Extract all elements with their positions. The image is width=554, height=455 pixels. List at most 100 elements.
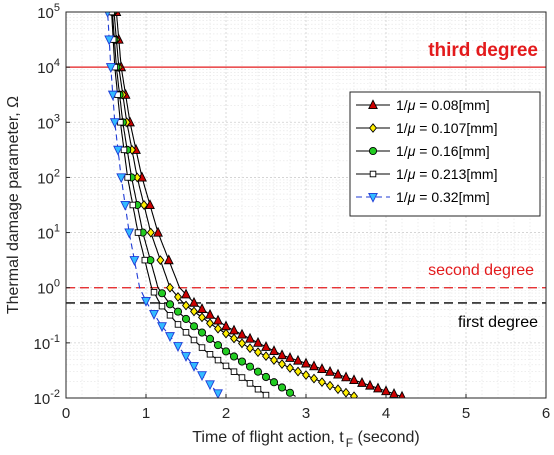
series-1-point <box>341 371 351 382</box>
series-3-point <box>197 328 207 337</box>
series-4-point <box>120 146 128 154</box>
threshold-label-second-degree: second degree <box>428 262 534 279</box>
series-1-point <box>389 388 399 398</box>
series-5-point <box>124 228 135 239</box>
series-2-point <box>198 312 206 323</box>
series-3-point <box>269 378 279 387</box>
series-3-point <box>277 383 287 392</box>
series-2-point <box>214 323 222 334</box>
series-5-point <box>116 173 127 184</box>
series-3-point <box>221 347 231 356</box>
legend-entry-2: 1/μ = 0.107[mm] <box>396 120 497 136</box>
legend: 1/μ = 0.08[mm] 1/μ = 0.107[mm] 1/μ = 0.1… <box>349 91 541 217</box>
legend-marker-3 <box>368 146 378 156</box>
threshold-labels: third degree second degree first degree <box>428 40 538 331</box>
axis-ticks: 0 1 2 3 4 5 6 10-2 10-1 100 101 102 103 104 105 <box>34 2 551 422</box>
series-2-point <box>146 227 155 238</box>
y-tick-label: 10-2 <box>34 388 60 408</box>
series-4-point <box>108 12 115 16</box>
series-5-point <box>157 322 167 333</box>
series-4-point <box>166 312 174 319</box>
series-2-point <box>286 363 294 373</box>
series-3-point <box>205 334 215 343</box>
legend-markers <box>356 99 390 203</box>
x-tick-label: 6 <box>542 405 550 422</box>
legend-marker-1 <box>368 99 378 110</box>
series-5-point <box>213 389 223 398</box>
series-2-point <box>238 338 246 349</box>
series-3-point <box>245 362 255 371</box>
series-4-point <box>222 362 230 370</box>
series-5-point <box>173 342 183 353</box>
y-axis-title: Thermal damage parameter, Ω <box>5 96 22 314</box>
series-5-point <box>129 256 140 266</box>
series-4-point <box>134 229 142 236</box>
legend-box <box>349 91 541 217</box>
legend-entry-1: 1/μ = 0.08[mm] <box>396 97 490 113</box>
series-3-point <box>181 314 191 323</box>
series-group <box>104 12 406 398</box>
series-3-point <box>165 300 175 309</box>
series-3-point <box>157 289 167 298</box>
x-tick-label: 3 <box>302 405 310 422</box>
series-1-point <box>237 328 247 339</box>
series-2-point <box>156 255 165 266</box>
series-5-point <box>149 310 159 320</box>
legend-marker-4 <box>369 170 377 178</box>
series-1-point <box>325 365 335 376</box>
series-2-point <box>270 355 278 365</box>
series-5-point <box>105 63 116 73</box>
series-4-point <box>238 374 246 381</box>
series-1-point <box>398 390 406 398</box>
x-tick-label: 1 <box>142 405 150 422</box>
series-5 <box>104 12 223 398</box>
series-2-point <box>326 380 334 391</box>
legend-entry-4: 1/μ = 0.213[mm] <box>396 166 497 182</box>
series-5-point <box>189 361 199 372</box>
series-2-point <box>230 333 238 344</box>
series-1-point <box>349 374 359 385</box>
series-4-point <box>150 288 158 296</box>
series-4-point <box>190 336 198 344</box>
series-1-point <box>333 368 343 379</box>
legend-entry-5: 1/μ = 0.32[mm] <box>396 189 490 205</box>
threshold-lines <box>66 66 546 304</box>
series-2-point <box>310 373 318 384</box>
legend-entry-3: 1/μ = 0.16[mm] <box>396 143 490 159</box>
y-tick-label: 104 <box>37 57 60 77</box>
x-tick-label: 0 <box>62 405 70 422</box>
series-2-point <box>334 384 342 395</box>
series-2-point <box>342 387 350 398</box>
series-5-point <box>197 371 207 382</box>
series-1-point <box>145 199 155 210</box>
series-5-point <box>165 332 175 343</box>
threshold-label-third-degree: third degree <box>428 40 538 61</box>
series-5-point <box>181 352 191 362</box>
series-4-point <box>254 385 262 393</box>
series-2-point <box>278 359 286 369</box>
series-4-point <box>230 368 238 375</box>
series-5-point <box>104 12 111 18</box>
series-5-point <box>205 380 215 391</box>
series-2-point <box>206 318 214 329</box>
series-2-point <box>182 300 190 311</box>
series-1-point <box>269 345 279 356</box>
series-2-point <box>302 370 310 380</box>
series-3-point <box>237 357 247 366</box>
series-4-point <box>246 380 254 387</box>
series-1-point <box>285 352 295 362</box>
series-1-point <box>163 254 174 265</box>
series-2-point <box>140 200 148 210</box>
series-1-point <box>293 354 303 365</box>
series-2-point <box>294 366 302 377</box>
series-1-point <box>277 349 287 360</box>
series-1-point <box>373 382 383 393</box>
y-tick-label: 102 <box>37 167 60 187</box>
series-5-point <box>113 145 123 156</box>
y-tick-label: 105 <box>37 2 60 22</box>
series-4-point <box>158 302 166 310</box>
series-1-point <box>309 360 319 371</box>
series-5-point <box>109 118 120 129</box>
